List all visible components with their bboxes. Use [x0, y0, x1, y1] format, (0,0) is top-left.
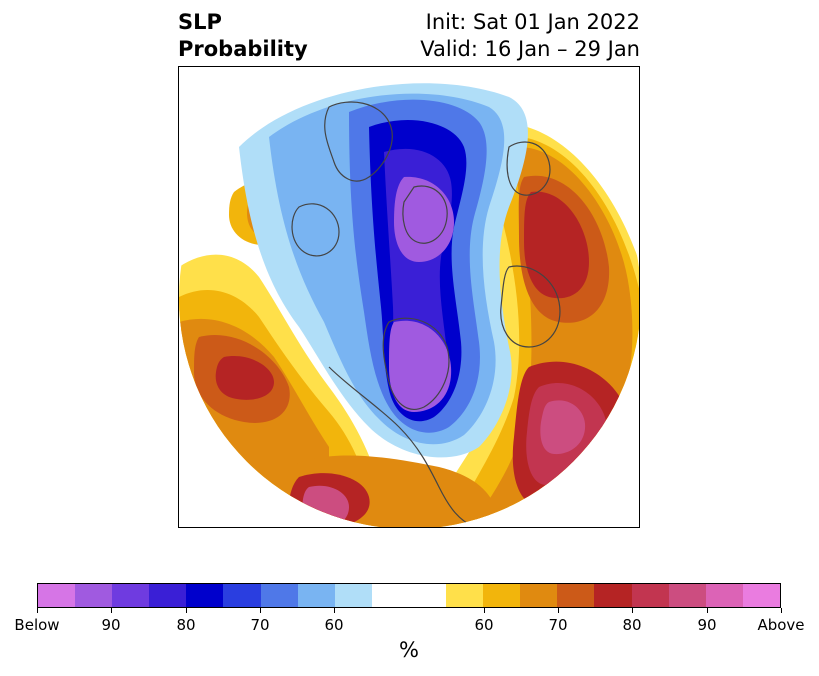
colorbar-segment: [742, 584, 780, 607]
colorbar-segment: [223, 584, 261, 607]
above-region-atlantic-red: [215, 356, 274, 400]
colorbar-segment: [260, 584, 298, 607]
colorbar-segment: [668, 584, 706, 607]
colorbar-units: %: [399, 638, 419, 662]
colorbar-tick: [260, 608, 261, 613]
colorbar-segment: [297, 584, 335, 607]
colorbar-tick: [632, 608, 633, 613]
colorbar-tick-label: 90: [697, 616, 717, 634]
colorbar-tick: [334, 608, 335, 613]
colorbar-segment: [631, 584, 669, 607]
colorbar-tick-label: 80: [622, 616, 642, 634]
colorbar-tick-label: 90: [101, 616, 121, 634]
colorbar-tick: [111, 608, 112, 613]
colorbar-tick: [707, 608, 708, 613]
probability-field: [179, 67, 639, 527]
colorbar-segment: [334, 584, 372, 607]
valid-label: Valid: 16 Jan – 29 Jan: [420, 37, 640, 61]
colorbar-segment: [38, 584, 76, 607]
colorbar-tick: [558, 608, 559, 613]
colorbar-segment: [112, 584, 150, 607]
colorbar-tick: [781, 608, 782, 613]
above-region-pacific-core: [540, 400, 586, 455]
below-region-violet-north: [394, 176, 454, 262]
map-title: SLP Probability: [178, 9, 308, 63]
colorbar: [37, 583, 781, 608]
colorbar-tick-label: 70: [548, 616, 568, 634]
colorbar-segment: [446, 584, 484, 607]
colorbar-segment: [408, 584, 447, 607]
colorbar-segment: [594, 584, 632, 607]
below-region-violet-south: [389, 320, 452, 412]
above-region-east-red: [524, 191, 589, 299]
init-label: Init: Sat 01 Jan 2022: [425, 10, 640, 34]
colorbar-segment: [557, 584, 595, 607]
colorbar-tick-label: 60: [324, 616, 344, 634]
colorbar-tick-label: Above: [757, 616, 805, 634]
colorbar-segment: [75, 584, 113, 607]
colorbar-tick: [37, 608, 38, 613]
colorbar-segment: [520, 584, 558, 607]
polar-map: [178, 66, 640, 528]
colorbar-tick: [484, 608, 485, 613]
colorbar-segment: [483, 584, 521, 607]
run-info: Init: Sat 01 Jan 2022 Valid: 16 Jan – 29…: [420, 9, 640, 63]
colorbar-tick-label: 60: [474, 616, 494, 634]
colorbar-segment: [149, 584, 187, 607]
colorbar-tick-label: Below: [14, 616, 60, 634]
colorbar-segment: [186, 584, 224, 607]
variable-label: SLP: [178, 10, 222, 34]
coastlines: [291, 101, 561, 527]
colorbar-tick-label: 80: [176, 616, 196, 634]
colorbar-tick: [186, 608, 187, 613]
colorbar-segment: [705, 584, 743, 607]
product-label: Probability: [178, 37, 308, 61]
colorbar-tick-label: 70: [250, 616, 270, 634]
colorbar-segment: [371, 584, 409, 607]
